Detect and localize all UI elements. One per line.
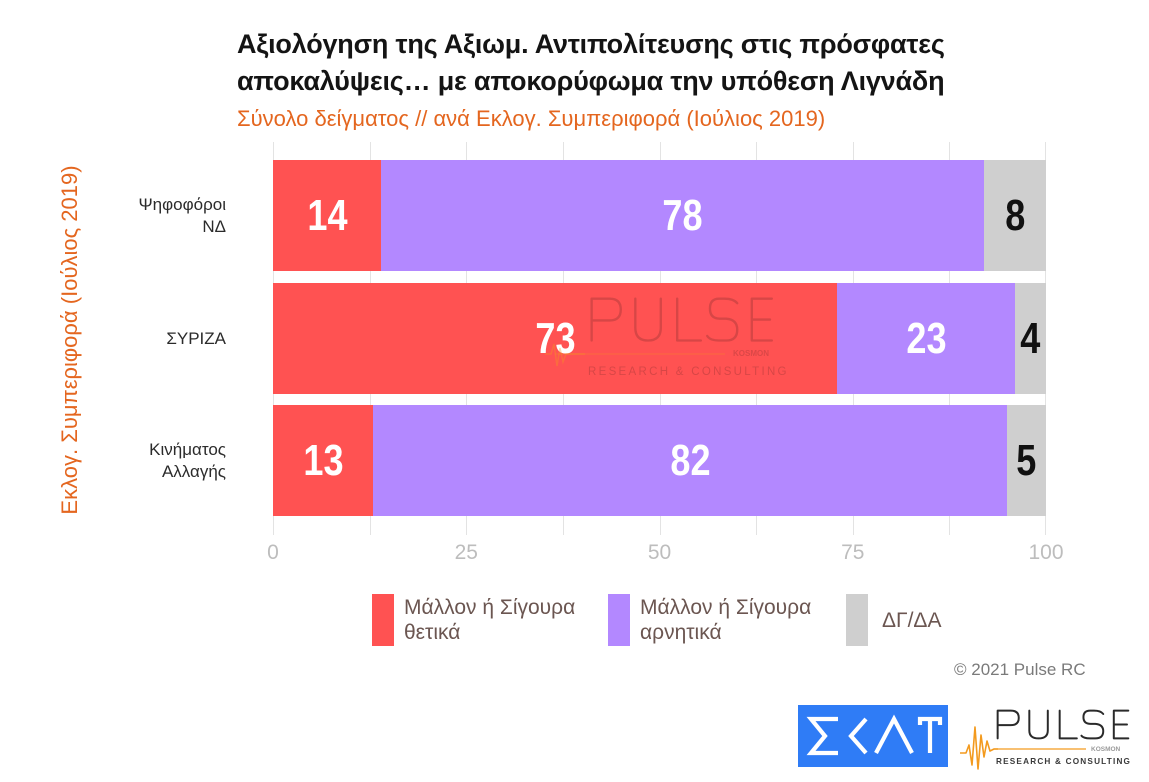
pulse-logo-tag: KOSMON — [1091, 746, 1121, 753]
chart-title-line-2: αποκαλύψεις… με αποκορύφωμα την υπόθεση … — [237, 66, 945, 96]
value-label: 82 — [670, 435, 711, 485]
pulse-logo-subtitle: RESEARCH & CONSULTING — [996, 757, 1131, 766]
category-label-line: Ψηφοφόροι — [138, 194, 226, 214]
plot-area: 14 78 8 73 23 4 13 82 5 — [273, 142, 1046, 535]
bar-segment-dk-na[interactable]: 8 — [984, 160, 1046, 271]
bar-segment-negative[interactable]: 82 — [373, 405, 1008, 516]
legend-label-line: αρνητικά — [640, 621, 722, 644]
category-label-line: ΝΔ — [202, 216, 226, 236]
legend-label: Μάλλον ή Σίγουρα θετικά — [404, 595, 575, 645]
value-label: 14 — [307, 190, 348, 240]
legend-label-line: Μάλλον ή Σίγουρα — [640, 596, 812, 619]
legend-label-line: Μάλλον ή Σίγουρα — [404, 596, 576, 619]
category-label-syriza: ΣΥΡΙΖΑ — [40, 283, 226, 394]
pulse-logo: KOSMON RESEARCH & CONSULTING — [960, 709, 1131, 770]
bar-row-nd: 14 78 8 — [273, 160, 1046, 271]
legend-swatch-purple — [608, 594, 630, 646]
chart-subtitle: Σύνολο δείγματος // ανά Εκλογ. Συμπεριφο… — [237, 106, 826, 131]
value-label: 13 — [303, 435, 344, 485]
legend-item-negative[interactable]: Μάλλον ή Σίγουρα αρνητικά — [608, 594, 811, 646]
bar-segment-positive[interactable]: 14 — [273, 160, 382, 271]
bar-segment-dk-na[interactable]: 5 — [1007, 405, 1046, 516]
legend-swatch-red — [372, 594, 394, 646]
category-label-kinal: Κινήματος Αλλαγής — [40, 405, 226, 516]
category-label-nd: Ψηφοφόροι ΝΔ — [40, 160, 226, 271]
x-tick-label: 25 — [454, 541, 478, 564]
category-label-line: Αλλαγής — [161, 461, 226, 481]
value-label: 78 — [662, 190, 703, 240]
category-label-line: Κινήματος — [149, 439, 226, 459]
legend-item-dk-na[interactable]: ΔΓ/ΔΑ — [846, 594, 941, 646]
bar-segment-negative[interactable]: 78 — [381, 160, 985, 271]
copyright-text: © 2021 Pulse RC — [954, 660, 1086, 679]
legend-label-line: ΔΓ/ΔΑ — [882, 608, 942, 632]
bar-segment-positive[interactable]: 13 — [273, 405, 374, 516]
legend-label: Μάλλον ή Σίγουρα αρνητικά — [640, 595, 811, 645]
bar-row-syriza: 73 23 4 — [273, 283, 1046, 394]
legend-label: ΔΓ/ΔΑ — [882, 608, 941, 633]
bar-segment-negative[interactable]: 23 — [837, 283, 1016, 394]
value-label: 4 — [1020, 313, 1041, 363]
category-label-line: ΣΥΡΙΖΑ — [166, 328, 226, 348]
x-tick-label: 75 — [841, 541, 865, 564]
legend-item-positive[interactable]: Μάλλον ή Σίγουρα θετικά — [372, 594, 575, 646]
legend-label-line: θετικά — [404, 621, 461, 644]
x-tick-label: 0 — [267, 541, 279, 564]
chart-title-line-1: Αξιολόγηση της Αξιωμ. Αντιπολίτευσης στι… — [237, 29, 945, 59]
value-label: 8 — [1005, 190, 1026, 240]
x-tick-label: 100 — [1028, 541, 1064, 564]
bar-segment-positive[interactable]: 73 — [273, 283, 838, 394]
x-tick-label: 50 — [647, 541, 672, 564]
value-label: 23 — [906, 313, 947, 363]
value-label: 5 — [1016, 435, 1037, 485]
skai-logo: ΣΚΑΪ — [798, 705, 948, 767]
skai-logo-background — [798, 705, 948, 767]
legend-swatch-grey — [846, 594, 868, 646]
bar-row-kinal: 13 82 5 — [273, 405, 1046, 516]
value-label: 73 — [535, 313, 576, 363]
bar-segment-dk-na[interactable]: 4 — [1015, 283, 1046, 394]
